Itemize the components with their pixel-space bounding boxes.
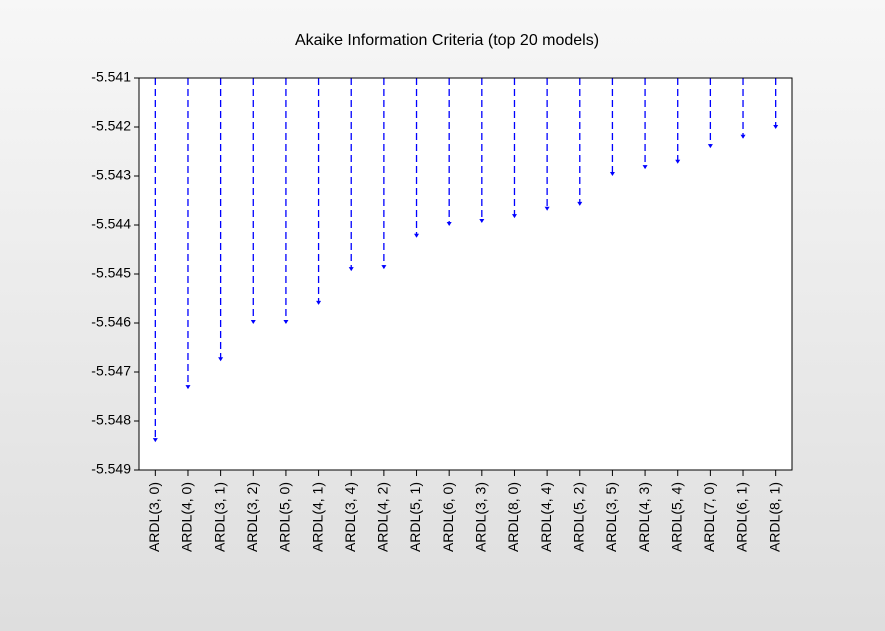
drop-marker	[740, 134, 746, 139]
y-tick-label: -5.549	[91, 461, 131, 477]
plot-frame	[138, 77, 793, 471]
x-tick-label: ARDL(4, 1)	[309, 482, 325, 552]
x-tick-label: ARDL(8, 1)	[766, 482, 782, 552]
x-tick-label: ARDL(3, 1)	[211, 482, 227, 552]
x-tick-label: ARDL(7, 0)	[701, 482, 717, 552]
drop-marker	[381, 265, 387, 270]
x-tick-label: ARDL(5, 1)	[407, 482, 423, 552]
drop-marker	[642, 165, 648, 170]
drop-marker	[218, 357, 224, 362]
x-tick-label: ARDL(4, 3)	[636, 482, 652, 552]
plot-area	[139, 78, 792, 470]
y-tick-label: -5.542	[91, 118, 131, 134]
drop-marker	[348, 267, 354, 272]
x-tick-label: ARDL(4, 2)	[375, 482, 391, 552]
x-tick-label: ARDL(5, 4)	[668, 482, 684, 552]
x-tick-label: ARDL(5, 0)	[277, 482, 293, 552]
drop-marker	[152, 438, 158, 443]
drop-marker	[250, 320, 256, 324]
x-tick-label: ARDL(3, 5)	[603, 482, 619, 552]
x-tick-label: ARDL(8, 0)	[505, 482, 521, 552]
y-tick-label: -5.545	[91, 265, 131, 281]
y-tick-label: -5.541	[91, 69, 131, 85]
drop-marker	[577, 201, 583, 206]
drop-marker	[707, 144, 713, 149]
y-tick-label: -5.548	[91, 412, 131, 428]
drop-marker	[283, 320, 289, 324]
chart-title: Akaike Information Criteria (top 20 mode…	[295, 32, 599, 49]
drop-marker	[609, 172, 615, 177]
y-tick-label: -5.546	[91, 314, 131, 330]
x-tick-label: ARDL(6, 0)	[440, 482, 456, 552]
drop-marker	[316, 300, 322, 305]
y-tick-label: -5.544	[91, 216, 131, 232]
drop-marker	[773, 124, 779, 129]
x-tick-label: ARDL(6, 1)	[734, 482, 750, 552]
x-tick-label: ARDL(4, 0)	[179, 482, 195, 552]
x-tick-label: ARDL(5, 2)	[570, 482, 586, 552]
drop-marker	[675, 159, 681, 164]
x-tick-label: ARDL(3, 3)	[473, 482, 489, 552]
x-tick-label: ARDL(4, 4)	[538, 482, 554, 552]
drop-marker	[479, 219, 485, 224]
x-tick-label: ARDL(3, 2)	[244, 482, 260, 552]
x-tick-label: ARDL(3, 0)	[146, 482, 162, 552]
drop-marker	[446, 222, 452, 226]
drop-marker	[414, 233, 420, 238]
drop-marker	[511, 214, 517, 219]
y-tick-label: -5.547	[91, 363, 131, 379]
x-tick-label: ARDL(3, 4)	[342, 482, 358, 552]
y-tick-label: -5.543	[91, 167, 131, 183]
drop-marker	[185, 385, 191, 390]
drop-marker	[544, 206, 550, 211]
